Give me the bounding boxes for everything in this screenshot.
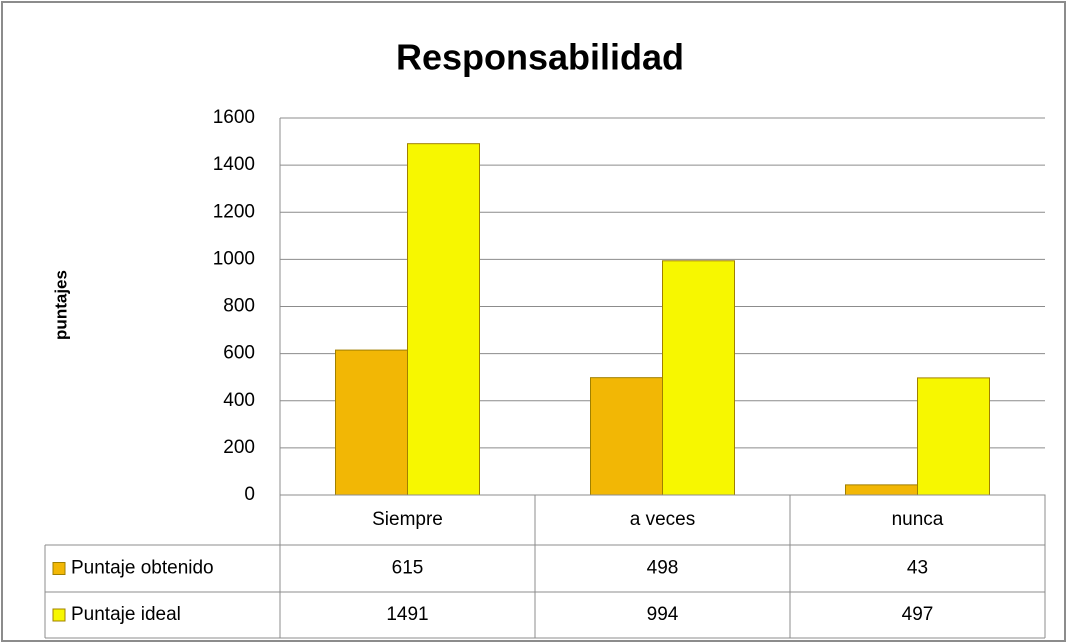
- y-tick-label: 1000: [213, 248, 255, 269]
- y-tick-label: 400: [223, 390, 255, 411]
- bar: [917, 377, 990, 496]
- legend-key: [52, 608, 66, 622]
- legend-label: Puntaje ideal: [71, 604, 181, 625]
- y-tick-label: 600: [223, 343, 255, 364]
- y-tick-label: 1400: [213, 154, 255, 175]
- y-axis-label: puntajes: [51, 270, 70, 340]
- bar: [335, 349, 408, 496]
- table-value: 43: [907, 558, 928, 579]
- legend-label: Puntaje obtenido: [71, 558, 214, 579]
- x-tick-label: a veces: [630, 509, 695, 530]
- y-tick-label: 1200: [213, 201, 255, 222]
- bar: [662, 260, 735, 496]
- table-value: 615: [392, 558, 424, 579]
- x-tick-label: nunca: [892, 509, 944, 530]
- table-value: 498: [647, 558, 679, 579]
- bar: [590, 377, 663, 496]
- y-tick-label: 200: [223, 437, 255, 458]
- table-value: 497: [902, 604, 934, 625]
- table-value: 994: [647, 604, 679, 625]
- chart-title: Responsabilidad: [396, 37, 684, 78]
- y-tick-label: 1600: [213, 107, 255, 128]
- y-tick-label: 800: [223, 296, 255, 317]
- y-tick-label: 0: [244, 484, 255, 505]
- bar: [845, 484, 918, 496]
- bar: [407, 143, 480, 496]
- legend-key: [52, 562, 66, 575]
- table-value: 1491: [386, 604, 428, 625]
- x-tick-label: Siempre: [372, 509, 443, 530]
